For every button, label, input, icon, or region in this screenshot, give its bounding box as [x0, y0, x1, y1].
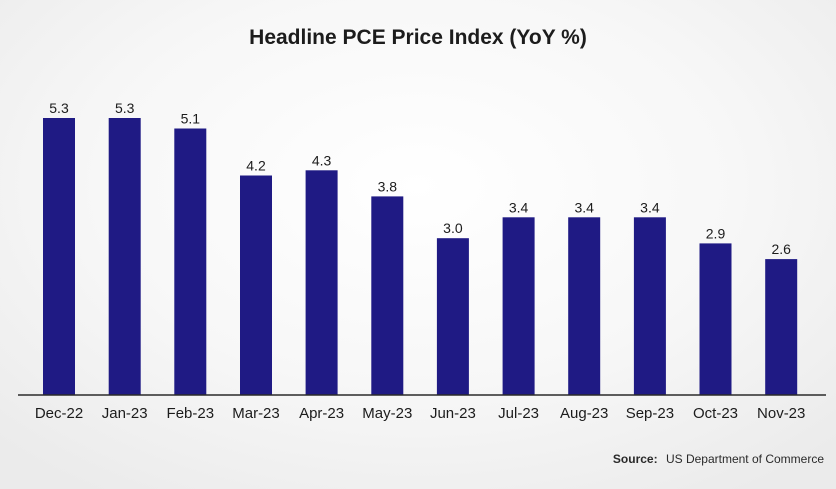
value-labels-group: 5.3 5.3 5.1 4.2 4.3 3.8 3.0 3.4 3.4 3.4 2.9 2.6 [49, 100, 791, 257]
bar-dec-22 [43, 118, 75, 395]
value-label-aug-23: 3.4 [574, 199, 594, 215]
value-label-jan-23: 5.3 [115, 100, 135, 116]
source-label: Source: [612, 452, 658, 466]
chart-title: Headline PCE Price Index (YoY %) [249, 26, 587, 49]
bar-jan-23 [108, 118, 141, 395]
x-tick-label-jul-23: Jul-23 [498, 405, 539, 422]
bar-apr-23 [305, 170, 338, 395]
x-tick-label-aug-23: Aug-23 [560, 405, 608, 422]
x-tick-label-feb-23: Feb-23 [167, 405, 215, 422]
x-tick-label-oct-23: Oct-23 [693, 405, 738, 422]
x-tick-label-nov-23: Nov-23 [757, 405, 805, 422]
value-label-dec-22: 5.3 [49, 100, 69, 116]
value-label-may-23: 3.8 [378, 178, 398, 194]
bar-mar-23 [240, 175, 272, 395]
source-note: Source: US Department of Commerce [613, 452, 824, 466]
bar-jul-23 [502, 217, 535, 395]
x-tick-label-sep-23: Sep-23 [626, 405, 674, 422]
bar-aug-23 [568, 217, 601, 395]
value-label-oct-23: 2.9 [706, 225, 726, 241]
value-label-nov-23: 2.6 [771, 241, 791, 257]
x-tick-label-jan-23: Jan-23 [102, 405, 148, 422]
bar-oct-23 [699, 243, 732, 395]
bar-sep-23 [633, 217, 666, 395]
bar-jun-23 [436, 238, 469, 395]
value-label-jun-23: 3.0 [443, 220, 463, 236]
bar-may-23 [371, 196, 404, 395]
value-label-feb-23: 5.1 [181, 111, 201, 127]
source-text: US Department of Commerce [665, 452, 824, 466]
x-tick-labels-group: Dec-22 Jan-23 Feb-23 Mar-23 Apr-23 May-23 Jun-… [35, 405, 806, 422]
value-label-jul-23: 3.4 [509, 199, 529, 215]
x-tick-label-apr-23: Apr-23 [299, 405, 344, 422]
bars-group [43, 118, 798, 395]
value-label-sep-23: 3.4 [640, 199, 660, 215]
x-tick-label-dec-22: Dec-22 [35, 405, 83, 422]
bar-feb-23 [174, 128, 207, 395]
x-tick-label-mar-23: Mar-23 [232, 405, 280, 422]
value-label-mar-23: 4.2 [246, 158, 266, 174]
value-label-apr-23: 4.3 [312, 152, 332, 168]
x-tick-label-may-23: May-23 [362, 405, 412, 422]
bar-nov-23 [765, 259, 798, 395]
x-tick-label-jun-23: Jun-23 [430, 405, 476, 422]
